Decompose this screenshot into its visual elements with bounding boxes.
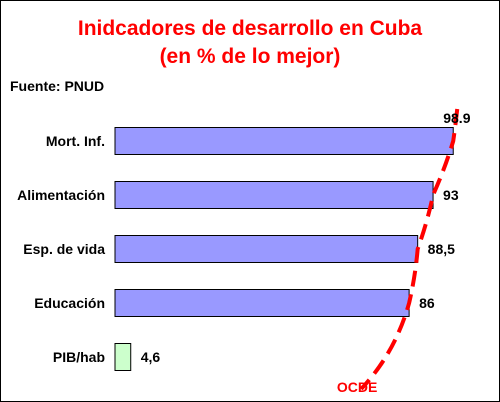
category-label-educacion: Educación: [34, 295, 105, 311]
reference-line-ocde: [359, 108, 460, 391]
bar-educacion: [114, 289, 410, 317]
source-note: Fuente: PNUD: [10, 78, 105, 94]
value-label-alimentacion: 93: [443, 187, 459, 203]
value-label-educacion: 86: [419, 295, 435, 311]
category-label-pib-hab: PIB/hab: [53, 349, 105, 365]
bars-layer: Mort. Inf. Alimentación Esp. de vida Educac…: [17, 127, 454, 371]
reference-label-ocde: OCDE: [337, 379, 377, 395]
bar-alimentacion: [114, 181, 434, 209]
value-label-pib-hab: 4,6: [141, 349, 161, 365]
bar-mort-inf: [114, 127, 454, 155]
category-label-esp-de-vida: Esp. de vida: [23, 241, 105, 257]
chart-title-line-2: (en % de lo mejor): [159, 45, 341, 68]
bar-pib-hab: [114, 343, 132, 371]
bar-esp-de-vida: [114, 235, 419, 263]
reference-layer: 98.9 93 88,5 86 4,6 OCDE: [141, 108, 471, 395]
category-label-alimentacion: Alimentación: [17, 187, 105, 203]
chart-title-line-1: Inidcadores de desarrollo en Cuba: [77, 17, 423, 40]
category-label-mort-inf: Mort. Inf.: [46, 133, 105, 149]
value-label-mort-inf: 98.9: [443, 110, 470, 126]
value-label-esp-de-vida: 88,5: [428, 241, 455, 257]
